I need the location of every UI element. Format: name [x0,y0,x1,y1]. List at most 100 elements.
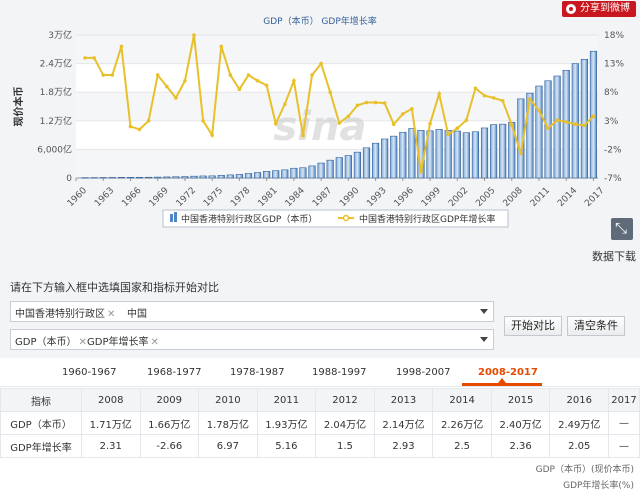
table-cell: 1.78万亿 [198,411,258,435]
dropdown-arrow-icon[interactable] [480,337,488,342]
growth-point [555,118,559,123]
clear-conditions-button[interactable]: 清空条件 [567,316,625,336]
growth-point [319,61,323,66]
share-weibo-button[interactable]: 分享到微博 [562,1,636,17]
table-cell: — [608,411,640,435]
gdp-bar [399,131,407,179]
gdp-bar [444,130,452,179]
growth-point [301,133,305,138]
growth-point [500,98,505,103]
country-tag: 中国 [127,305,147,320]
growth-point [255,78,260,83]
table-header-cell: 2009 [139,388,200,412]
table-cell: 2.93 [373,434,434,458]
indicator-tag: GDP年增长率 ✕ [87,333,159,348]
legend-gdp-label: 中国香港特别行政区GDP（本币） [181,213,317,225]
gdp-bar [281,169,289,179]
gdp-bar [181,176,189,179]
gdp-bar [199,175,207,179]
growth-point [164,84,169,89]
y-right-tick-label: -2% [604,145,622,155]
y-left-tick-label: 3万亿 [48,29,72,41]
data-table: 指标 2008 2009 2010 2011 2012 2013 2014 20… [0,388,640,458]
table-cell: 2.04万亿 [315,411,375,435]
table-cell: 1.5 [315,434,375,458]
x-tick-label: 1999 [420,186,443,209]
growth-point [83,56,87,60]
table-cell: 2.14万亿 [373,411,434,435]
growth-point [437,92,441,96]
gdp-bar [435,129,443,179]
gdp-bar [90,177,98,179]
filter-instructions: 请在下方输入框中选填国家和指标开始对比 [10,281,219,294]
growth-point [337,121,342,125]
growth-point [564,120,569,124]
growth-point [582,123,587,128]
table-cell: GDP年增长率 [0,434,82,458]
table-cell: -2.66 [139,434,200,458]
grid-band [76,63,598,93]
table-cell: 2.40万亿 [490,411,551,435]
gdp-bar [426,130,434,179]
tab-2008-2017[interactable]: 2008-2017 [478,367,538,378]
growth-point [428,121,432,126]
remove-tag-icon[interactable]: ✕ [150,337,159,348]
x-tick-label: 2008 [502,186,525,209]
growth-point [364,100,369,105]
growth-point [174,96,178,100]
legend-box [162,209,509,228]
period-tabs: 1960-1967 1968-1977 1978-1987 1988-1997 … [0,360,640,387]
y-right-tick-label: 13% [604,60,624,70]
tab-1968-1977[interactable]: 1968-1977 [147,367,202,378]
download-data-link[interactable]: 数据下载 [592,250,636,263]
growth-point [382,101,387,105]
table-cell: 2.31 [80,434,141,458]
gdp-bar [208,175,216,179]
table-cell: 2.26万亿 [432,411,492,435]
dropdown-arrow-icon[interactable] [480,309,488,314]
growth-point [491,96,496,100]
table-header-cell: 2008 [80,388,141,412]
growth-point [237,87,242,92]
table-header-cell: 2010 [198,388,258,412]
country-select[interactable]: 中国香港特别行政区 ✕ 中国 [10,301,494,322]
y-left-tick-label: 1.2万亿 [40,115,72,127]
growth-point [101,73,106,77]
table-cell: 2.5 [432,434,492,458]
grid-band [76,35,598,64]
indicator-select[interactable]: GDP（本币） ✕ GDP年增长率 ✕ [10,329,494,350]
gdp-bar [335,157,343,179]
remove-tag-icon[interactable]: ✕ [78,337,87,348]
expand-icon[interactable] [611,218,633,240]
footnote-growth-unit: GDP年增长率(%) [563,481,634,491]
tab-1960-1967[interactable]: 1960-1967 [62,367,117,378]
growth-point [509,123,514,127]
gdp-bar [81,177,89,179]
table-cell: 6.97 [198,434,258,458]
growth-point [410,106,414,111]
gdp-bar [190,175,198,179]
x-tick-label: 2011 [529,186,552,209]
gdp-bar [244,173,253,179]
table-header-cell: 2016 [549,388,609,412]
gdp-bar [135,177,144,179]
x-tick-label: 1987 [311,186,334,209]
y-left-tick-label: 6,000亿 [37,143,72,155]
growth-point [455,126,460,131]
legend-bar-icon [170,214,173,222]
table-cell: — [608,434,640,458]
table-cell: GDP（本币） [0,411,82,435]
x-tick-label: 2014 [556,186,579,209]
country-tag-label: 中国 [127,309,147,320]
tab-1998-2007[interactable]: 1998-2007 [396,367,451,378]
growth-point [537,108,541,113]
start-compare-button[interactable]: 开始对比 [504,316,562,336]
tab-1978-1987[interactable]: 1978-1987 [230,367,285,378]
growth-point [292,78,296,83]
remove-tag-icon[interactable]: ✕ [107,309,116,320]
gdp-chart: GDP（本币） GDP年增长率 0 6,000亿 1.2万亿 1.8万亿 2.4万亿 3万亿… [12,15,624,228]
x-tick-label: 1975 [202,186,225,209]
tab-1988-1997[interactable]: 1988-1997 [312,367,367,378]
gdp-bar [99,177,107,179]
growth-point [446,132,451,137]
